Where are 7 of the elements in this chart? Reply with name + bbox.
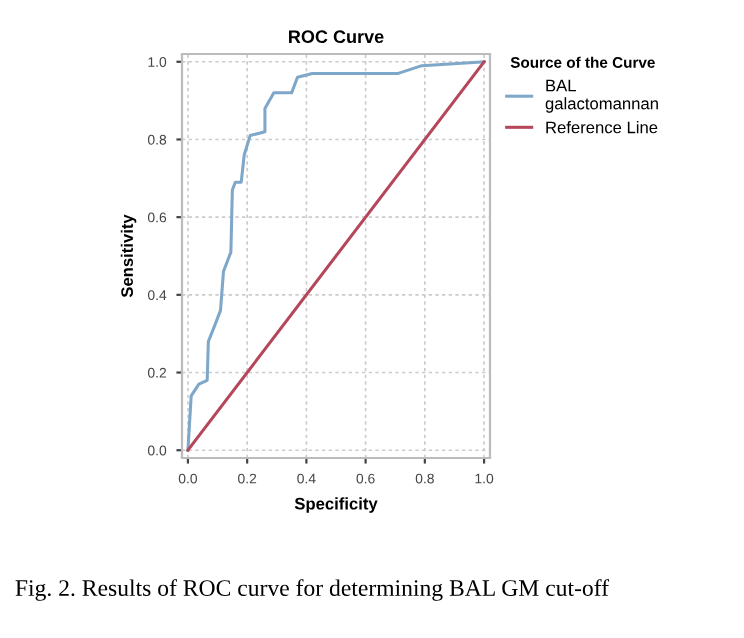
line-series xyxy=(186,60,486,452)
caption: Fig. 2. Results of ROC curve for determining BAL GM cut-off xyxy=(15,579,610,601)
chart-title: ROC Curve xyxy=(289,30,384,44)
legend-label: BAL galactomannan xyxy=(545,79,658,113)
legend-label: Reference Line xyxy=(546,121,658,134)
y-axis-title: Sensitivity xyxy=(120,214,137,298)
x-axis-title: Specificity xyxy=(294,497,378,513)
